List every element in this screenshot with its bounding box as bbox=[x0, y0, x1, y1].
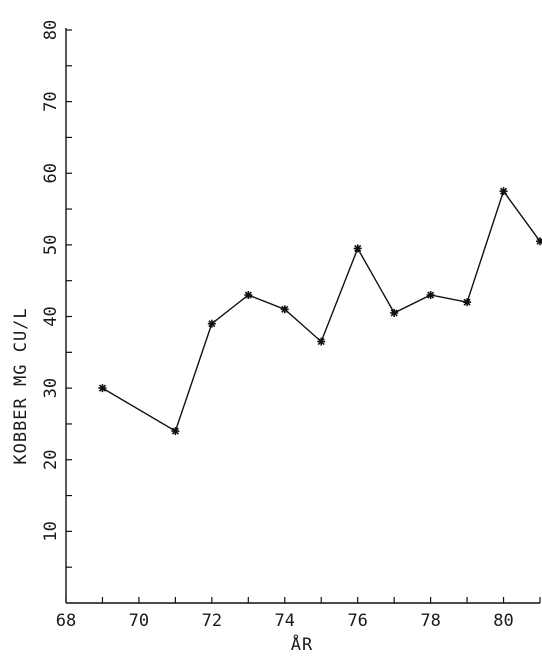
y-tick-label: 40 bbox=[41, 306, 61, 326]
data-point-marker bbox=[244, 291, 253, 300]
y-tick-label: 30 bbox=[41, 378, 61, 398]
marker-stroke bbox=[317, 338, 325, 346]
y-tick-label: 70 bbox=[41, 91, 61, 111]
data-point-marker bbox=[280, 305, 289, 314]
marker-stroke bbox=[427, 291, 435, 299]
marker-stroke bbox=[171, 427, 179, 435]
data-point-marker bbox=[426, 291, 435, 300]
marker-stroke bbox=[354, 244, 362, 253]
marker-stroke bbox=[98, 384, 107, 392]
markers bbox=[98, 187, 542, 436]
x-tick-label: 74 bbox=[275, 611, 295, 631]
series-line bbox=[102, 189, 541, 433]
x-axis-label: ÅR bbox=[291, 633, 313, 655]
data-point-marker bbox=[536, 237, 542, 246]
x-tick-label: 72 bbox=[202, 611, 222, 631]
data-point-marker bbox=[207, 319, 216, 328]
ticks: 68 70 72 74 76 78 80 10 20 30 40 50 60 70 80 bbox=[41, 20, 541, 631]
y-tick-label: 60 bbox=[41, 163, 61, 183]
data-point-marker bbox=[317, 337, 326, 346]
marker-stroke bbox=[499, 187, 508, 195]
series bbox=[102, 189, 541, 433]
data-point-marker bbox=[463, 298, 472, 307]
y-tick-label: 10 bbox=[41, 521, 61, 541]
y-tick-label: 20 bbox=[41, 450, 61, 470]
y-axis-label: KOBBER MG CU/L bbox=[11, 307, 31, 464]
marker-stroke bbox=[390, 309, 398, 317]
axes bbox=[65, 28, 540, 604]
marker-stroke bbox=[281, 305, 289, 313]
y-tick-label: 50 bbox=[41, 235, 61, 255]
data-point-marker bbox=[390, 308, 399, 317]
marker-stroke bbox=[536, 238, 542, 245]
data-point-marker bbox=[353, 244, 362, 253]
x-tick-label: 78 bbox=[420, 611, 440, 631]
x-tick-label: 70 bbox=[129, 611, 149, 631]
x-tick-label: 68 bbox=[56, 611, 76, 631]
marker-stroke bbox=[208, 320, 216, 328]
y-tick-label: 80 bbox=[41, 20, 61, 40]
x-tick-label: 80 bbox=[493, 611, 513, 631]
marker-stroke bbox=[463, 298, 471, 306]
x-tick-label: 76 bbox=[347, 611, 367, 631]
data-point-marker bbox=[171, 427, 180, 436]
data-point-marker bbox=[499, 187, 508, 196]
data-point-marker bbox=[98, 384, 107, 393]
marker-stroke bbox=[244, 291, 252, 299]
